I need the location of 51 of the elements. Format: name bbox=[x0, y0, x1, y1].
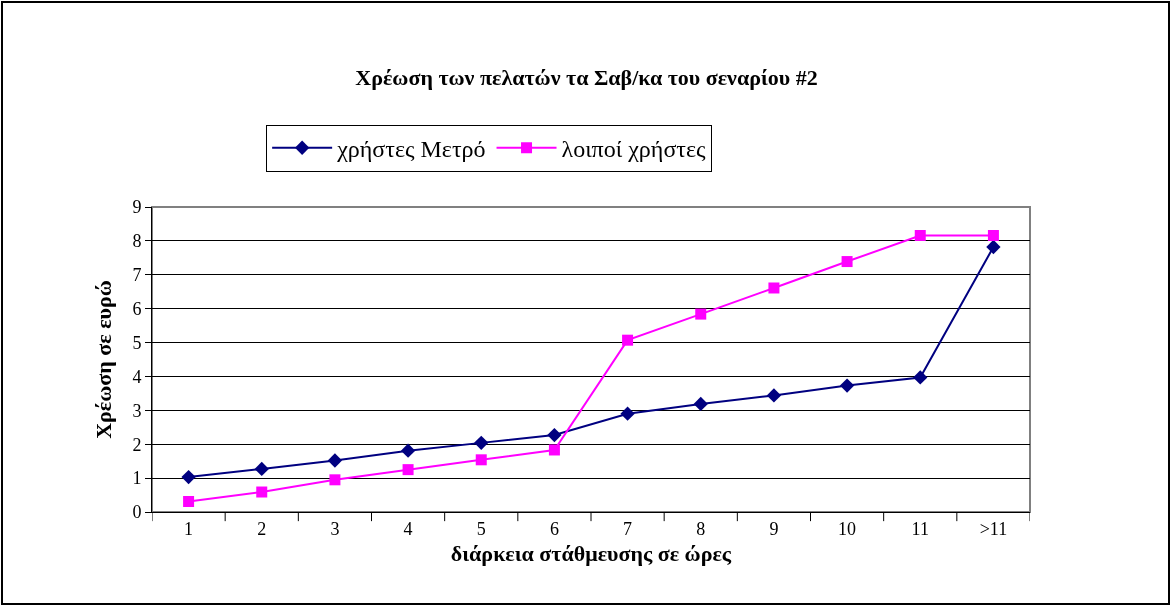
point bbox=[622, 334, 634, 346]
y-tick-label: 2 bbox=[132, 434, 142, 455]
y-tick-label: 5 bbox=[132, 332, 142, 353]
y-tick-label: 8 bbox=[132, 231, 142, 252]
point bbox=[914, 229, 926, 241]
point bbox=[254, 461, 269, 477]
point bbox=[693, 396, 708, 412]
point bbox=[547, 427, 562, 443]
x-tick-label: 2 bbox=[257, 518, 267, 539]
x-tick-label: 11 bbox=[911, 518, 929, 539]
y-tick-label: 9 bbox=[132, 197, 142, 218]
point bbox=[256, 486, 268, 498]
y-tick-label: 4 bbox=[132, 366, 142, 387]
x-tick-label: >11 bbox=[979, 518, 1008, 539]
legend-label: λοιποί χρήστες bbox=[561, 136, 707, 163]
point bbox=[402, 464, 414, 476]
y-axis-title: Χρέωση σε ευρώ bbox=[91, 280, 117, 439]
x-tick-label: 5 bbox=[476, 518, 486, 539]
point bbox=[474, 435, 489, 451]
y-tick-label: 3 bbox=[132, 400, 142, 421]
y-tick-label: 6 bbox=[132, 298, 142, 319]
point bbox=[181, 469, 196, 485]
y-tick-label: 1 bbox=[132, 468, 142, 489]
point bbox=[327, 453, 343, 468]
point bbox=[400, 443, 416, 458]
x-tick-label: 10 bbox=[838, 518, 857, 539]
point bbox=[839, 378, 855, 393]
legend-label: χρήστες Μετρό bbox=[336, 136, 486, 163]
x-tick-label: 3 bbox=[330, 518, 340, 539]
point bbox=[695, 308, 707, 320]
point bbox=[329, 474, 341, 486]
y-tick-label: 7 bbox=[132, 265, 142, 286]
x-tick-label: 7 bbox=[623, 518, 633, 539]
point bbox=[183, 495, 195, 507]
x-tick-label: 6 bbox=[549, 518, 559, 539]
x-tick-label: 9 bbox=[769, 518, 779, 539]
y-tick-label: 0 bbox=[132, 502, 142, 523]
point bbox=[986, 239, 1001, 255]
point bbox=[548, 444, 560, 456]
x-axis-title: διάρκεια στάθμευσης σε ώρες bbox=[450, 541, 732, 567]
x-tick-label: 1 bbox=[184, 518, 194, 539]
point bbox=[620, 406, 635, 421]
point bbox=[913, 370, 928, 385]
point bbox=[768, 282, 780, 294]
point bbox=[766, 388, 782, 403]
point bbox=[841, 256, 853, 268]
point bbox=[987, 229, 999, 241]
x-tick-label: 4 bbox=[403, 518, 413, 539]
chart-title: Χρέωση των πελατών τα Σαβ/κα του σεναρίου #2 bbox=[355, 65, 818, 91]
x-tick-label: 8 bbox=[696, 518, 706, 539]
point bbox=[475, 454, 487, 466]
